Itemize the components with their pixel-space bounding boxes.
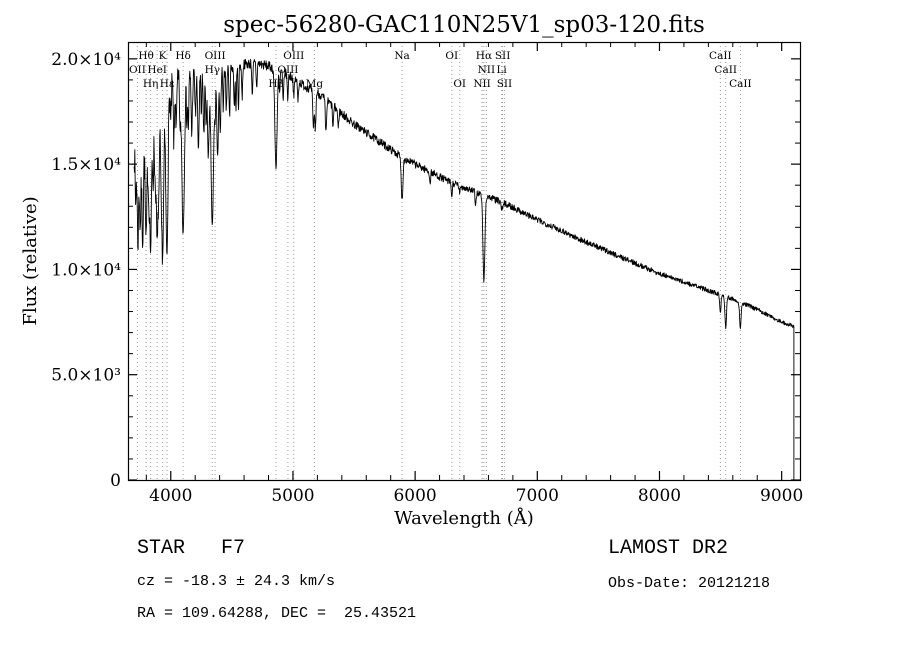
y-tick-label: 2.0×10⁴ <box>51 50 121 70</box>
x-tick-label: 4000 <box>149 486 192 506</box>
obs-date-label: Obs-Date: 20121218 <box>608 575 771 592</box>
survey-label: LAMOST DR2 <box>608 537 729 560</box>
y-tick-label: 1.5×10⁴ <box>51 155 121 175</box>
chart-title: spec-56280-GAC110N25V1_sp03-120.fits <box>223 12 705 38</box>
axes: 4000 5000 6000 7000 8000 9000 0 5.0×10³ 1.0×10⁴ 1… <box>51 41 803 506</box>
y-tick-label: 0 <box>110 471 121 491</box>
spectral-line-label: SII <box>495 50 511 62</box>
spectral-line-label: Hβ <box>268 78 283 90</box>
spectral-line-label: Hθ <box>138 50 153 62</box>
spectral-line-label: OIII <box>283 50 304 62</box>
spectral-line-label: Li <box>496 64 507 76</box>
spectral-line-label: Hη <box>143 78 158 90</box>
spectral-line-label: NII <box>478 64 495 76</box>
x-tick-label: 5000 <box>271 486 314 506</box>
x-tick-label: 8000 <box>638 486 681 506</box>
spectral-line-label: OI <box>445 50 458 62</box>
radial-velocity-label: cz = -18.3 ± 24.3 km/s <box>137 573 336 590</box>
spectral-line-label: CaII <box>709 50 732 62</box>
spectral-line-label: SII <box>497 78 513 90</box>
spectral-line-label: Hα <box>476 50 492 62</box>
spectral-line-label: K <box>159 50 167 62</box>
spectral-line-label: Hε <box>160 78 175 90</box>
spectral-line-label: Hγ <box>205 64 220 76</box>
spectrum-line <box>133 58 795 480</box>
spectral-line-label: NII <box>473 78 490 90</box>
spectral-line-label: HeI <box>147 64 167 76</box>
spectral-line-label: Hδ <box>175 50 190 62</box>
object-type-label: STAR F7 <box>137 537 246 560</box>
coordinates-label: RA = 109.64288, DEC = 25.43521 <box>137 605 417 622</box>
y-axis-label: Flux (relative) <box>20 196 41 325</box>
y-tick-label: 1.0×10⁴ <box>51 260 121 280</box>
y-tick-label: 5.0×10³ <box>51 366 121 386</box>
spectral-line-label: OIII <box>277 64 298 76</box>
spectral-line-label: OI <box>453 78 466 90</box>
spectral-line-label: Na <box>394 50 409 62</box>
spectral-marker-lines <box>136 42 741 480</box>
x-tick-label: 7000 <box>516 486 559 506</box>
spectral-line-label: OIII <box>205 50 226 62</box>
spectral-line-label: CaII <box>729 78 752 90</box>
spectral-line-label: CaII <box>714 64 737 76</box>
x-tick-label: 9000 <box>760 486 803 506</box>
x-tick-label: 6000 <box>393 486 436 506</box>
x-axis-label: Wavelength (Å) <box>394 507 534 529</box>
spectral-line-label: OII <box>129 64 146 76</box>
